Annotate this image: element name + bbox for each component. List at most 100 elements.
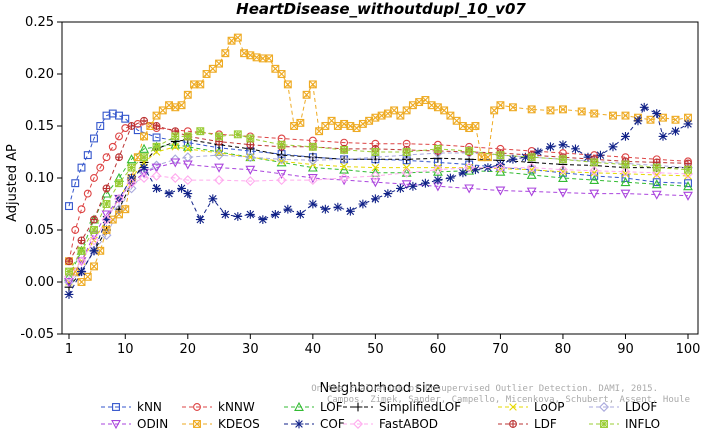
data-point — [295, 210, 305, 219]
data-point — [440, 106, 449, 115]
data-point — [321, 122, 330, 130]
x-tick-label: 20 — [180, 342, 197, 357]
data-point — [590, 109, 599, 118]
data-point — [521, 152, 530, 162]
data-point — [433, 153, 443, 163]
data-point — [371, 163, 380, 172]
data-point — [184, 145, 192, 153]
data-point — [600, 420, 608, 428]
data-point — [71, 179, 80, 188]
data-point — [599, 402, 609, 412]
data-point — [352, 124, 361, 133]
chart-title: HeartDisease_withoutdupl_10_v07 — [236, 0, 526, 18]
series-layer — [64, 33, 693, 299]
data-point — [102, 215, 111, 224]
legend-label: LDF — [534, 417, 557, 431]
data-point — [215, 59, 223, 68]
data-point — [434, 103, 442, 112]
data-point — [193, 420, 201, 428]
data-point — [471, 122, 480, 130]
data-point — [526, 169, 537, 179]
data-point — [652, 178, 661, 187]
data-point — [259, 54, 267, 63]
data-point — [283, 80, 292, 89]
legend-label: LOF — [320, 400, 343, 414]
data-point — [446, 111, 455, 120]
data-point — [308, 152, 318, 162]
data-point — [277, 70, 286, 78]
data-point — [646, 115, 655, 124]
x-tick-label: 60 — [430, 342, 447, 357]
data-point — [458, 168, 468, 178]
data-point — [496, 151, 505, 159]
data-point — [71, 267, 80, 276]
data-point — [245, 165, 256, 175]
data-point — [195, 215, 205, 224]
data-point — [112, 403, 120, 411]
data-point — [609, 111, 617, 120]
data-point — [77, 163, 86, 172]
data-point — [307, 175, 318, 186]
data-point — [396, 111, 405, 120]
data-point — [459, 122, 467, 130]
data-point — [115, 210, 123, 219]
data-point — [465, 147, 473, 155]
data-point — [495, 162, 506, 173]
series-line-cof — [68, 106, 689, 295]
data-point — [327, 117, 336, 125]
data-point — [221, 49, 230, 58]
x-axis-label: Neighborhood size — [320, 381, 441, 396]
data-point — [495, 150, 506, 161]
data-point — [284, 80, 292, 89]
data-point — [90, 262, 98, 271]
data-point — [209, 65, 217, 73]
data-point — [495, 186, 506, 196]
data-point — [671, 115, 680, 124]
data-point — [371, 113, 380, 122]
data-point — [296, 118, 305, 127]
data-point — [370, 170, 381, 181]
data-point — [115, 210, 123, 219]
data-point — [433, 175, 443, 185]
data-point — [370, 154, 380, 164]
data-point — [89, 235, 99, 246]
data-point — [464, 184, 475, 194]
data-point — [339, 154, 350, 165]
data-point — [102, 200, 111, 208]
data-point — [558, 172, 568, 182]
series-line-fastabod — [68, 167, 689, 278]
data-point — [577, 107, 586, 116]
watermark-line-2: Campos, Zimek, Sander, Campello, Micenko… — [327, 395, 690, 405]
data-point — [452, 117, 461, 125]
data-point — [432, 164, 443, 175]
series-kdeos — [65, 33, 692, 286]
series-fastabod — [64, 162, 693, 282]
data-point — [302, 91, 311, 99]
data-point — [477, 153, 486, 161]
data-point — [527, 105, 536, 114]
data-point — [496, 101, 505, 110]
data-point — [583, 152, 593, 162]
data-point — [446, 111, 455, 120]
data-point — [108, 142, 117, 151]
data-point — [559, 105, 567, 114]
data-point — [215, 132, 223, 141]
series-line-simplifiedlof — [68, 138, 688, 288]
legend-item-knnw: kNNW — [182, 400, 255, 414]
data-point — [90, 216, 98, 223]
data-point — [658, 132, 668, 141]
data-point — [183, 90, 192, 99]
series-inflo — [65, 127, 692, 276]
data-point — [390, 106, 398, 115]
data-point — [170, 158, 181, 168]
data-point — [589, 189, 600, 199]
data-point — [508, 154, 518, 164]
data-point — [177, 184, 186, 193]
data-point — [533, 147, 543, 157]
data-point — [684, 160, 692, 167]
legend-label: SimplifiedLOF — [379, 400, 461, 414]
legend-item-simplifiedlof: SimplifiedLOF — [343, 400, 461, 414]
data-point — [220, 210, 230, 219]
data-point — [133, 126, 142, 135]
data-point — [208, 64, 217, 73]
